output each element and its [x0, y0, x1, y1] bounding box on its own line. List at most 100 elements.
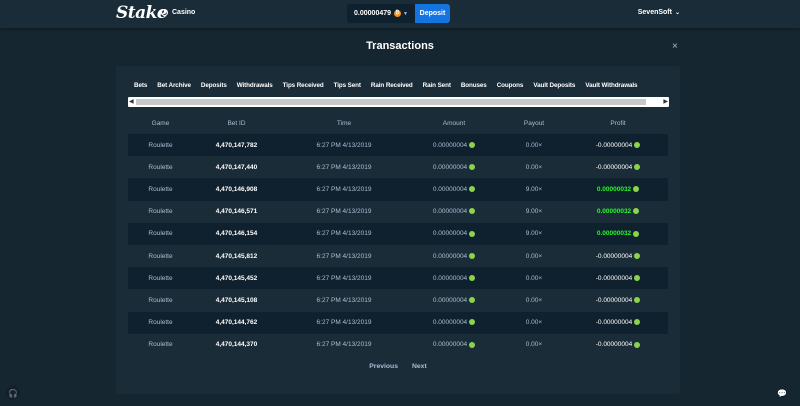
- amount-cell: 0.00000004: [408, 200, 500, 223]
- time-cell-text: 6:27 PM 4/13/2019: [316, 163, 372, 171]
- balance-value: 0.00000479: [354, 10, 392, 17]
- deposit-button[interactable]: Deposit: [415, 4, 450, 23]
- tab-bonuses[interactable]: Bonuses: [460, 82, 487, 89]
- stake-logo[interactable]: Stake: [116, 3, 168, 23]
- previous-page-button[interactable]: Previous: [369, 363, 398, 370]
- game-cell-text: Roulette: [148, 341, 173, 349]
- chevron-down-icon: ▼: [403, 10, 408, 17]
- coin-icon: [634, 252, 641, 259]
- tab-rain-received[interactable]: Rain Received: [370, 82, 413, 89]
- bet-id-link[interactable]: 4,470,145,108: [193, 289, 280, 312]
- coin-icon: [634, 275, 641, 281]
- profit-cell-text: -0.00000004: [595, 296, 633, 304]
- payout-cell: 9.00×: [500, 200, 568, 223]
- game-cell: Roulette: [128, 333, 193, 356]
- time-cell: 6:27 PM 4/13/2019: [280, 178, 408, 201]
- profit-cell: -0.00000004: [568, 289, 668, 312]
- bet-id-link[interactable]: 4,470,144,370: [193, 333, 280, 356]
- game-cell-text: Roulette: [148, 252, 173, 260]
- time-cell-text: 6:27 PM 4/13/2019: [316, 319, 372, 327]
- user-menu[interactable]: SevenSoft ⌄: [638, 9, 680, 16]
- tab-coupons[interactable]: Coupons: [496, 82, 524, 89]
- table-row: Roulette 4,470,145,812 6:27 PM 4/13/2019 0.…: [128, 244, 668, 268]
- chat-icon[interactable]: 💬: [777, 388, 787, 398]
- time-cell-text: 6:27 PM 4/13/2019: [316, 341, 372, 349]
- amount-cell: 0.00000004: [408, 178, 500, 201]
- bet-id-link[interactable]: 4,470,145,452: [193, 267, 280, 290]
- bet-id-link[interactable]: 4,470,145,812: [193, 244, 280, 268]
- profit-cell-text: -0.00000004: [595, 141, 633, 149]
- tab-bet-archive[interactable]: Bet Archive: [157, 82, 191, 89]
- bet-id-link[interactable]: 4,470,146,154: [193, 222, 280, 245]
- profit-cell-text: -0.00000004: [595, 163, 633, 171]
- bet-id-link[interactable]: 4,470,147,440: [193, 156, 280, 179]
- wallet-balance-selector[interactable]: 0.00000479 ₿ ▼: [347, 4, 415, 23]
- profit-cell-text: -0.00000004: [595, 319, 633, 327]
- next-page-button[interactable]: Next: [411, 363, 427, 370]
- tab-bets[interactable]: Bets: [134, 82, 148, 89]
- tab-vault-withdrawals[interactable]: Vault Withdrawals: [585, 82, 638, 89]
- scroll-left-icon[interactable]: ◀: [129, 99, 134, 105]
- profit-cell-text: -0.00000004: [595, 341, 633, 349]
- table-row: Roulette 4,470,144,370 6:27 PM 4/13/2019 0.…: [128, 333, 668, 356]
- bitcoin-icon: ₿: [394, 10, 402, 17]
- chevron-down-icon: ⌄: [674, 10, 680, 16]
- time-cell: 6:27 PM 4/13/2019: [280, 156, 408, 179]
- bet-id-link[interactable]: 4,470,144,762: [193, 311, 280, 334]
- bet-id-link[interactable]: 4,470,146,908: [193, 178, 280, 201]
- table-row: Roulette 4,470,145,108 6:27 PM 4/13/2019 0.…: [128, 289, 668, 312]
- bet-id-link[interactable]: 4,470,146,571: [193, 200, 280, 223]
- payout-cell-text: 0.00×: [525, 163, 543, 171]
- game-cell-text: Roulette: [148, 185, 173, 193]
- profit-cell: -0.00000004: [568, 156, 668, 179]
- scroll-right-icon[interactable]: ▶: [663, 99, 668, 105]
- time-cell: 6:27 PM 4/13/2019: [280, 267, 408, 290]
- payout-cell: 0.00×: [500, 289, 568, 312]
- coin-icon: [633, 230, 640, 237]
- time-cell: 6:27 PM 4/13/2019: [280, 134, 408, 157]
- username: SevenSoft: [637, 9, 672, 16]
- bet-id-link-text: 4,470,147,440: [215, 163, 258, 171]
- game-cell: Roulette: [128, 267, 193, 290]
- tab-deposits[interactable]: Deposits: [200, 82, 227, 89]
- amount-cell: 0.00000004: [408, 222, 500, 245]
- game-cell: Roulette: [128, 178, 193, 201]
- game-cell: Roulette: [128, 311, 193, 334]
- payout-cell: 0.00×: [500, 333, 568, 356]
- amount-cell: 0.00000004: [408, 134, 500, 157]
- profit-cell: -0.00000004: [568, 333, 668, 356]
- table-row: Roulette 4,470,145,452 6:27 PM 4/13/2019 0.…: [128, 267, 668, 290]
- tabs-scrollbar[interactable]: ◀ ▶: [128, 97, 669, 107]
- coin-icon: [634, 319, 641, 326]
- profit-cell: 0.00000032: [568, 222, 668, 245]
- amount-cell-text: 0.00000004: [432, 252, 468, 260]
- table-row: Roulette 4,470,144,762 6:27 PM 4/13/2019 0.…: [128, 311, 668, 334]
- bet-id-link-text: 4,470,145,812: [215, 252, 258, 260]
- tab-rain-sent[interactable]: Rain Sent: [422, 82, 451, 89]
- tab-withdrawals[interactable]: Withdrawals: [236, 82, 273, 89]
- amount-cell-text: 0.00000004: [432, 341, 468, 349]
- payout-cell: 0.00×: [500, 311, 568, 334]
- tab-vault-deposits[interactable]: Vault Deposits: [533, 82, 576, 89]
- headset-icon[interactable]: 🎧: [6, 386, 20, 400]
- tab-tips-sent[interactable]: Tips Sent: [333, 82, 361, 89]
- coin-icon: [634, 297, 641, 304]
- bet-id-link[interactable]: 4,470,147,782: [193, 134, 280, 157]
- close-icon[interactable]: ×: [672, 41, 678, 52]
- profit-cell-text: -0.00000004: [595, 274, 633, 282]
- scrollbar-thumb[interactable]: [136, 99, 646, 105]
- payout-cell-text: 0.00×: [525, 141, 543, 149]
- profit-cell: 0.00000032: [568, 178, 668, 201]
- transactions-table: Game Bet ID Time Amount Payout Profit Ro…: [128, 113, 668, 356]
- payout-cell: 9.00×: [500, 222, 568, 245]
- time-cell: 6:27 PM 4/13/2019: [280, 311, 408, 334]
- amount-cell: 0.00000004: [408, 267, 500, 290]
- table-header-row: Game Bet ID Time Amount Payout Profit: [128, 113, 668, 134]
- amount-cell-text: 0.00000004: [432, 296, 468, 304]
- tab-tips-received[interactable]: Tips Received: [282, 82, 324, 89]
- time-cell-text: 6:27 PM 4/13/2019: [316, 185, 372, 193]
- casino-nav-link[interactable]: Casino: [161, 9, 195, 16]
- game-cell: Roulette: [128, 289, 193, 312]
- time-cell: 6:27 PM 4/13/2019: [280, 289, 408, 312]
- game-cell-text: Roulette: [148, 319, 173, 327]
